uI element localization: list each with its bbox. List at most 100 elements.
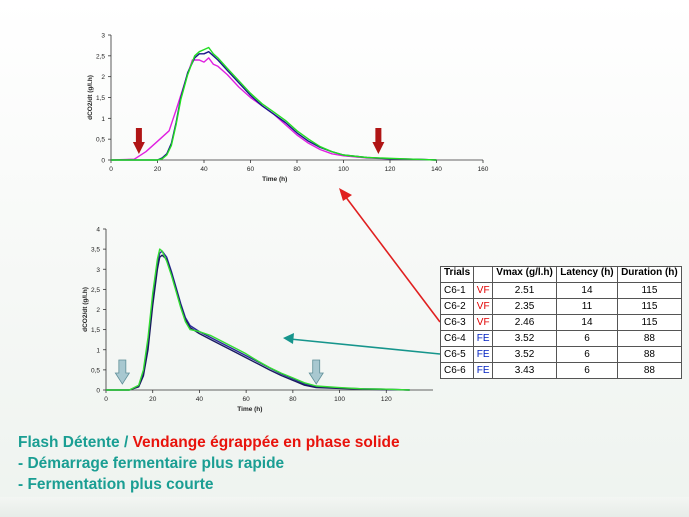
x-tick-label: 0 (109, 166, 113, 173)
cell-trial: C6-4 (439, 330, 475, 347)
table-row: C6-5 FE 3.52 6 88 (439, 346, 683, 363)
y-tick-label: 2,5 (91, 287, 100, 294)
y-tick-label: 1,5 (91, 327, 100, 334)
cell-duration: 115 (616, 298, 683, 315)
series-line-3 (111, 46, 437, 161)
caption-flash-detente: Flash Détente / (18, 434, 133, 451)
y-tick-label: 2,5 (96, 53, 105, 60)
table-header-row: Trials Vmax (g/l.h) Latency (h) Duration… (439, 266, 683, 283)
y-axis-label: dCO2/dt (g/l.h) (82, 287, 89, 332)
down-arrow-marker (308, 359, 324, 385)
results-table: Trials Vmax (g/l.h) Latency (h) Duration… (439, 266, 683, 379)
cell-trial: C6-1 (439, 282, 475, 299)
x-tick-label: 60 (247, 166, 255, 173)
down-arrow-marker (132, 128, 145, 154)
cell-vmax: 3.52 (491, 346, 558, 363)
cell-duration: 115 (616, 282, 683, 299)
cell-vmax: 2.46 (491, 314, 558, 331)
y-tick-label: 1,5 (96, 95, 105, 102)
cell-vmax: 3.43 (491, 362, 558, 379)
cell-duration: 88 (616, 330, 683, 347)
x-tick-label: 40 (196, 396, 204, 403)
cell-condition: FE (473, 362, 493, 379)
cell-condition: VF (473, 282, 493, 299)
caption-line-3: - Fermentation plus courte (18, 476, 214, 493)
caption-line-2: - Démarrage fermentaire plus rapide (18, 455, 285, 472)
x-tick-label: 160 (478, 166, 489, 173)
header-latency: Latency (h) (556, 266, 618, 283)
y-tick-label: 0 (96, 388, 100, 395)
y-tick-label: 0,5 (91, 367, 100, 374)
cell-trial: C6-5 (439, 346, 475, 363)
cell-duration: 115 (616, 314, 683, 331)
teal-pointer-arrowhead (283, 333, 294, 344)
y-tick-label: 3 (101, 33, 105, 40)
cell-trial: C6-6 (439, 362, 475, 379)
table-row: C6-4 FE 3.52 6 88 (439, 330, 683, 347)
cell-duration: 88 (616, 346, 683, 363)
down-arrow-marker (372, 128, 385, 154)
y-tick-label: 3,5 (91, 247, 100, 254)
header-vmax: Vmax (g/l.h) (491, 266, 558, 283)
x-tick-label: 80 (289, 396, 297, 403)
series-line-2 (111, 51, 437, 161)
table-row: C6-1 VF 2.51 14 115 (439, 282, 683, 299)
x-tick-label: 100 (334, 396, 345, 403)
y-tick-label: 1 (96, 347, 100, 354)
caption-line-1: Flash Détente / Vendange égrappée en pha… (18, 432, 400, 453)
y-tick-label: 2 (96, 307, 100, 314)
cell-latency: 11 (556, 298, 618, 315)
y-tick-label: 0 (101, 158, 105, 165)
cell-condition: FE (473, 346, 493, 363)
cell-vmax: 3.52 (491, 330, 558, 347)
series-line-2 (106, 254, 410, 391)
red-pointer-arrow (344, 195, 441, 323)
x-tick-label: 80 (293, 166, 301, 173)
y-tick-label: 4 (96, 227, 100, 234)
cell-latency: 6 (556, 346, 618, 363)
cell-condition: VF (473, 314, 493, 331)
x-tick-label: 0 (104, 396, 108, 403)
red-pointer-arrowhead (339, 188, 352, 201)
x-tick-label: 120 (385, 166, 396, 173)
cell-condition: VF (473, 298, 493, 315)
y-axis-label: dCO2/dt (g/l.h) (87, 75, 94, 120)
teal-pointer-arrow (289, 338, 441, 355)
x-tick-label: 120 (381, 396, 392, 403)
cell-vmax: 2.51 (491, 282, 558, 299)
top-fermentation-chart: 0 0,5 1 1,5 2 2,5 3 0 20 40 60 80 100 120 140 160 Time (… (87, 33, 489, 184)
slide-caption: Flash Détente / Vendange égrappée en pha… (18, 432, 400, 495)
cell-latency: 14 (556, 282, 618, 299)
x-axis-label: Time (h) (262, 176, 287, 183)
cell-latency: 14 (556, 314, 618, 331)
series-line-3 (106, 248, 410, 391)
y-tick-label: 3 (96, 267, 100, 274)
x-tick-label: 140 (431, 166, 442, 173)
x-tick-label: 40 (200, 166, 208, 173)
cell-vmax: 2.35 (491, 298, 558, 315)
series-line-1 (110, 57, 437, 161)
down-arrow-marker (114, 359, 131, 385)
cell-condition: FE (473, 330, 493, 347)
cell-trial: C6-3 (439, 314, 475, 331)
cell-latency: 6 (556, 362, 618, 379)
slide-footer-band (0, 497, 689, 517)
y-tick-label: 0,5 (96, 137, 105, 144)
header-trials: Trials (439, 266, 475, 283)
table-row: C6-6 FE 3.43 6 88 (439, 362, 683, 379)
y-tick-label: 1 (101, 116, 105, 123)
x-tick-label: 20 (154, 166, 162, 173)
caption-vendange: Vendange égrappée en phase solide (132, 434, 400, 451)
x-tick-label: 100 (338, 166, 349, 173)
header-condition (473, 266, 493, 283)
x-tick-label: 60 (243, 396, 251, 403)
x-axis-label: Time (h) (237, 406, 262, 413)
header-duration: Duration (h) (616, 266, 683, 283)
x-tick-label: 20 (149, 396, 157, 403)
table-row: C6-3 VF 2.46 14 115 (439, 314, 683, 331)
y-tick-label: 2 (101, 74, 105, 81)
cell-duration: 88 (616, 362, 683, 379)
